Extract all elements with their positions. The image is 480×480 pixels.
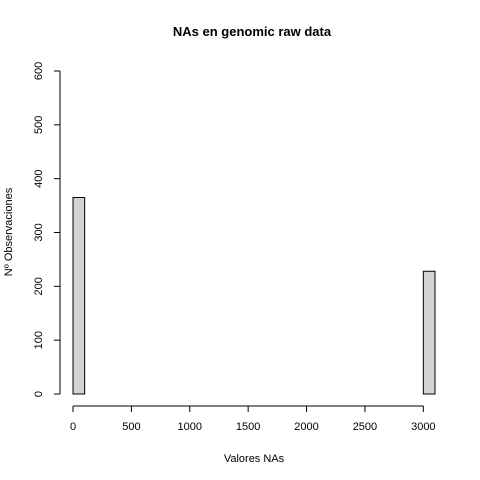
chart-title: NAs en genomic raw data [173, 24, 332, 39]
y-tick-label: 300 [33, 223, 45, 241]
x-tick-label: 3000 [411, 421, 435, 433]
y-tick-label: 200 [33, 277, 45, 295]
histogram-bar [422, 270, 436, 395]
x-axis: 0 500 1000 1500 2000 2500 3000 [70, 405, 436, 433]
y-axis-label: Nº Observaciones [3, 187, 15, 276]
histogram-bar [72, 197, 86, 395]
y-tick-label: 100 [33, 331, 45, 349]
x-axis-label: Valores NAs [224, 453, 285, 465]
y-tick-label: 400 [33, 169, 45, 187]
bars-group [72, 197, 436, 395]
x-tick-label: 2500 [353, 421, 377, 433]
x-tick-label: 1000 [178, 421, 202, 433]
x-tick-label: 500 [122, 421, 140, 433]
x-tick-label: 2000 [294, 421, 318, 433]
x-tick-label: 1500 [236, 421, 260, 433]
y-tick-label: 0 [33, 391, 45, 397]
x-tick-label: 0 [70, 421, 76, 433]
y-axis: 0 100 200 300 400 500 600 [33, 62, 61, 397]
y-tick-label: 500 [33, 116, 45, 134]
y-tick-label: 600 [33, 62, 45, 80]
